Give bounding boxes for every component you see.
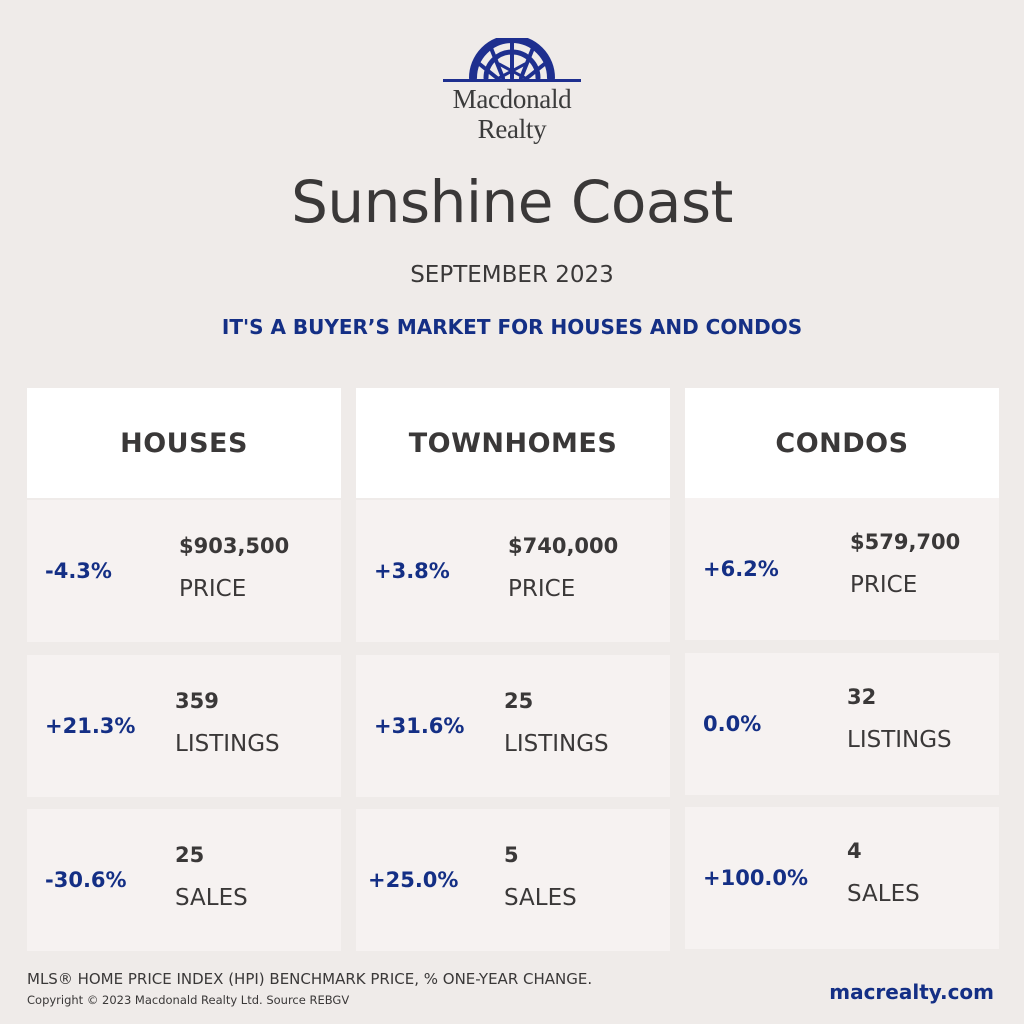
- change-value: +100.0%: [703, 866, 809, 890]
- stat-value: 359: [175, 689, 219, 713]
- stat-label: LISTINGS: [504, 731, 609, 757]
- houses-heading: HOUSES: [27, 388, 341, 498]
- change-value: -30.6%: [45, 868, 127, 892]
- brand-name-line1: Macdonald: [452, 84, 572, 114]
- stat-value: 5: [504, 843, 519, 867]
- change-value: +25.0%: [368, 868, 459, 892]
- brand-name-line2: Realty: [477, 114, 547, 144]
- houses-price-cell: -4.3% $903,500 PRICE: [27, 500, 341, 642]
- houses-listings-cell: +21.3% 359 LISTINGS: [27, 655, 341, 797]
- stat-label: PRICE: [850, 572, 918, 598]
- brand-logo: Macdonald Realty: [436, 38, 588, 156]
- stat-label: PRICE: [508, 576, 576, 602]
- stat-label: LISTINGS: [847, 727, 952, 753]
- townhomes-heading: TOWNHOMES: [356, 388, 670, 498]
- market-headline: IT'S A BUYER’S MARKET FOR HOUSES AND CON…: [221, 315, 803, 339]
- change-value: 0.0%: [703, 712, 762, 736]
- change-value: +6.2%: [703, 557, 779, 581]
- stat-label: SALES: [847, 881, 920, 907]
- houses-sales-cell: -30.6% 25 SALES: [27, 809, 341, 951]
- footnote: MLS® HOME PRICE INDEX (HPI) BENCHMARK PR…: [27, 970, 593, 988]
- change-value: +31.6%: [374, 714, 465, 738]
- condos-price-cell: +6.2% $579,700 PRICE: [685, 498, 999, 640]
- copyright: Copyright © 2023 Macdonald Realty Ltd. S…: [27, 993, 350, 1007]
- stat-value: 32: [847, 685, 877, 709]
- stat-value: $903,500: [179, 534, 290, 558]
- condos-heading: CONDOS: [685, 388, 999, 498]
- condos-sales-cell: +100.0% 4 SALES: [685, 807, 999, 949]
- stat-value: 25: [504, 689, 534, 713]
- townhomes-price-cell: +3.8% $740,000 PRICE: [356, 500, 670, 642]
- report-date: SEPTEMBER 2023: [410, 262, 614, 288]
- townhomes-sales-cell: +25.0% 5 SALES: [356, 809, 670, 951]
- stat-value: $740,000: [508, 534, 619, 558]
- sunrise-arch-icon: [443, 38, 581, 82]
- change-value: -4.3%: [45, 559, 112, 583]
- change-value: +3.8%: [374, 559, 450, 583]
- stat-value: 25: [175, 843, 205, 867]
- stat-label: PRICE: [179, 576, 247, 602]
- page-title: Sunshine Coast: [291, 168, 733, 236]
- stat-value: $579,700: [850, 530, 961, 554]
- stat-label: LISTINGS: [175, 731, 280, 757]
- website-link[interactable]: macrealty.com: [829, 980, 994, 1004]
- stat-value: 4: [847, 839, 862, 863]
- condos-listings-cell: 0.0% 32 LISTINGS: [685, 653, 999, 795]
- stat-label: SALES: [175, 885, 248, 911]
- stat-label: SALES: [504, 885, 577, 911]
- change-value: +21.3%: [45, 714, 136, 738]
- townhomes-listings-cell: +31.6% 25 LISTINGS: [356, 655, 670, 797]
